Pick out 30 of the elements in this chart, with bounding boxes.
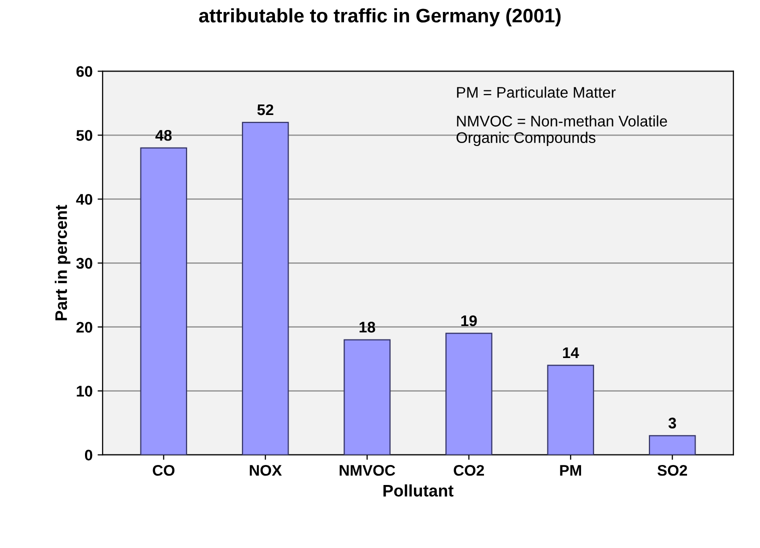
- y-tick-label: 20: [76, 322, 92, 333]
- bar: [648, 435, 696, 455]
- y-tick-label: 10: [76, 386, 92, 397]
- annotation: NMVOC = Non-methan Volatile Organic Compounds: [456, 115, 668, 146]
- bar: [547, 364, 594, 455]
- data-label: 3: [668, 418, 676, 428]
- y-tick-label: 50: [76, 130, 92, 141]
- x-tick-label: PM: [560, 465, 582, 476]
- y-tick-label: 40: [76, 194, 92, 205]
- y-tick-label: 60: [76, 66, 92, 77]
- x-tick-label: NMVOC: [340, 464, 396, 476]
- x-tick-label: SO2: [658, 464, 688, 476]
- y-tick-label: 0: [84, 450, 92, 461]
- x-tick-label: NOX: [250, 464, 282, 476]
- x-tick-label: CO2: [454, 464, 484, 476]
- annotation: PM = Particulate Matter: [457, 86, 616, 98]
- bar: [140, 147, 188, 455]
- bar: [445, 332, 492, 455]
- bar: [344, 339, 391, 455]
- bar: [242, 122, 289, 455]
- chart-title: attributable to traffic in Germany (2001): [199, 8, 561, 26]
- data-label: 14: [563, 347, 580, 358]
- x-axis-title: Pollutant: [383, 484, 454, 497]
- data-label: 48: [155, 130, 172, 141]
- x-tick-label: CO: [152, 464, 174, 476]
- data-label: 19: [461, 315, 477, 326]
- y-axis-title: Part in percent: [54, 204, 70, 320]
- y-tick-label: 30: [76, 258, 92, 269]
- data-label: 18: [360, 322, 376, 333]
- data-label: 52: [257, 104, 274, 116]
